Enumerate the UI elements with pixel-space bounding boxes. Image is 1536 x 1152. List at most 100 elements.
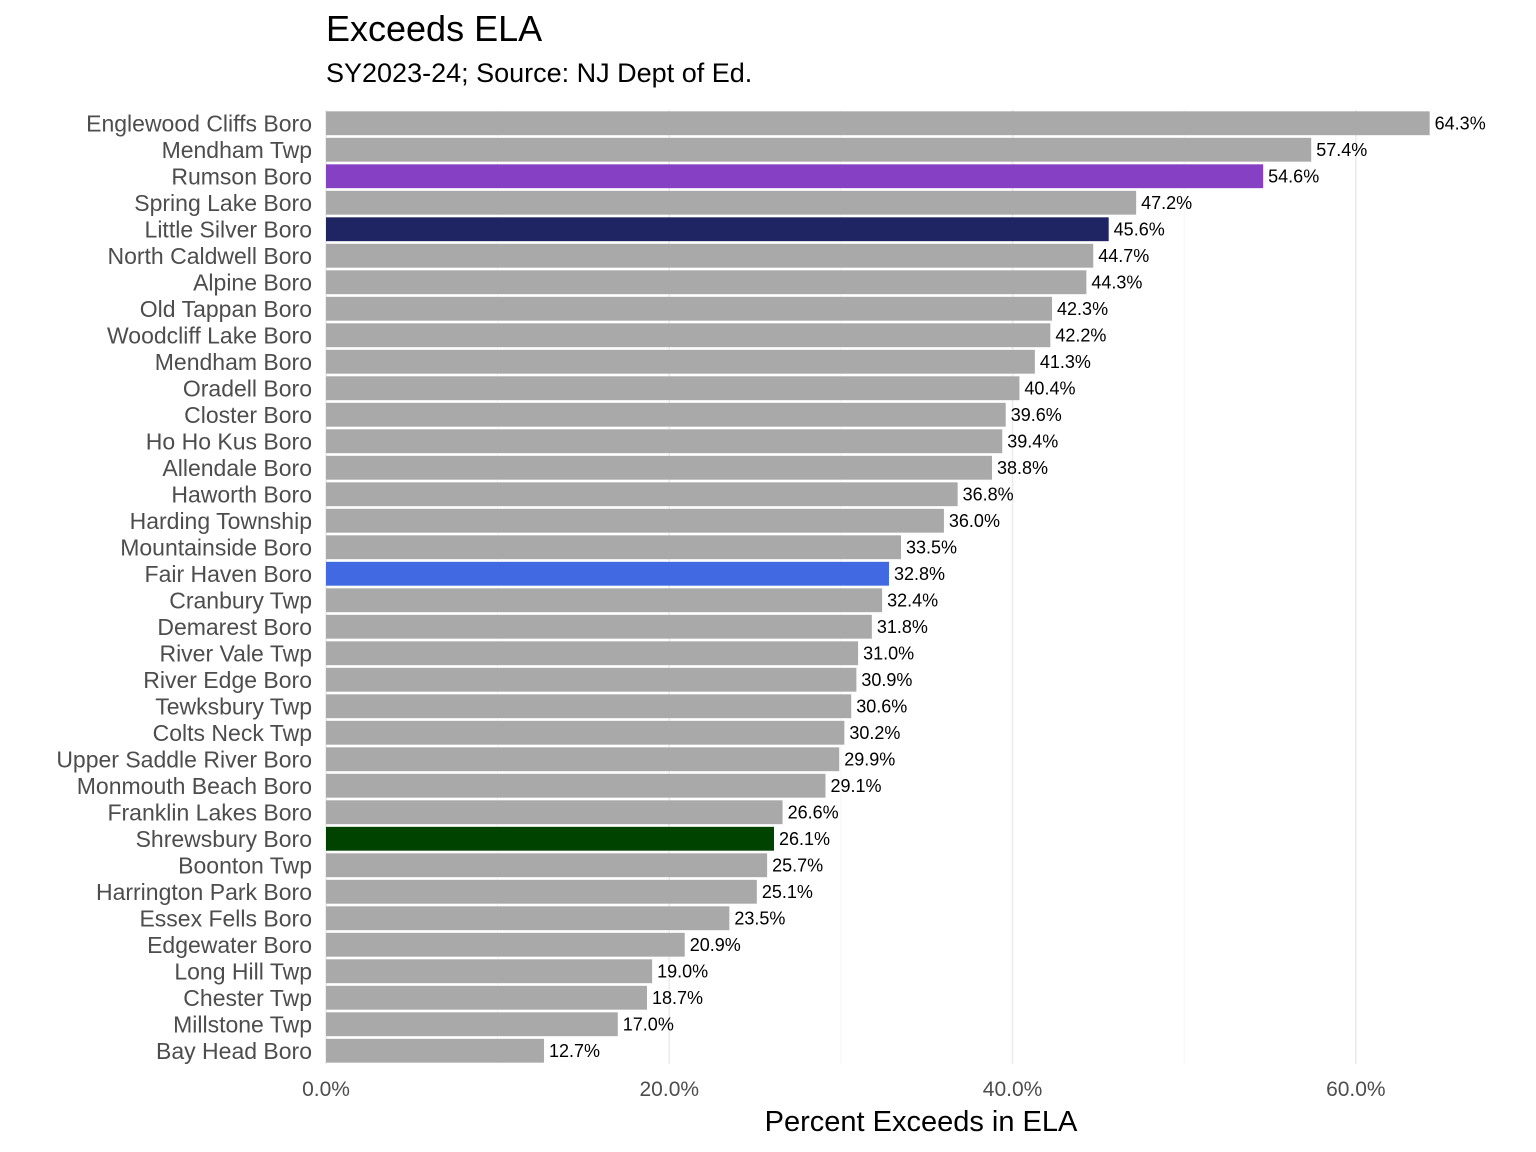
- value-label: 30.2%: [849, 723, 900, 743]
- value-label: 38.8%: [997, 458, 1048, 478]
- bar-ho-ho-kus-boro: [326, 429, 1003, 454]
- category-label: Harrington Park Boro: [96, 879, 312, 905]
- category-label: Little Silver Boro: [145, 216, 312, 242]
- category-label: Edgewater Boro: [147, 932, 312, 958]
- bar-harrington-park-boro: [326, 879, 757, 904]
- gridlines: [325, 110, 1357, 1064]
- category-label: Franklin Lakes Boro: [107, 799, 312, 825]
- category-label: Allendale Boro: [162, 455, 312, 481]
- bar-mountainside-boro: [326, 535, 901, 560]
- category-label: Boonton Twp: [178, 852, 312, 878]
- bar-bay-head-boro: [326, 1038, 544, 1063]
- value-label: 42.2%: [1055, 326, 1106, 346]
- category-label: Tewksbury Twp: [155, 693, 312, 719]
- category-label: Monmouth Beach Boro: [77, 773, 312, 799]
- value-label: 54.6%: [1268, 167, 1319, 187]
- x-tick-label: 0.0%: [302, 1078, 350, 1101]
- category-label: Cranbury Twp: [169, 587, 312, 613]
- chart-subtitle: SY2023-24; Source: NJ Dept of Ed.: [326, 58, 753, 88]
- value-label: 47.2%: [1141, 193, 1192, 213]
- bar-mendham-twp: [326, 137, 1312, 162]
- value-label: 64.3%: [1435, 114, 1486, 134]
- category-label: Chester Twp: [183, 985, 312, 1011]
- x-tick-label: 20.0%: [640, 1078, 700, 1101]
- bar-millstone-twp: [326, 1012, 618, 1037]
- bar-woodcliff-lake-boro: [326, 323, 1051, 348]
- category-label: Shrewsbury Boro: [136, 826, 312, 852]
- x-axis-title: Percent Exceeds in ELA: [765, 1106, 1078, 1138]
- value-label: 45.6%: [1114, 220, 1165, 240]
- category-label: Essex Fells Boro: [139, 905, 312, 931]
- value-label: 25.1%: [762, 882, 813, 902]
- value-label: 25.7%: [772, 856, 823, 876]
- value-label: 17.0%: [623, 1015, 674, 1035]
- bar-upper-saddle-river-boro: [326, 747, 840, 772]
- bar-allendale-boro: [326, 455, 992, 480]
- bar-colts-neck-twp: [326, 720, 845, 745]
- bar-englewood-cliffs-boro: [326, 111, 1430, 136]
- value-label: 31.0%: [863, 644, 914, 664]
- bar-alpine-boro: [326, 270, 1087, 295]
- bar-river-edge-boro: [326, 667, 857, 692]
- category-label: Woodcliff Lake Boro: [107, 322, 312, 348]
- bar-little-silver-boro: [326, 217, 1109, 242]
- value-label: 20.9%: [690, 935, 741, 955]
- x-tick-label: 40.0%: [983, 1078, 1043, 1101]
- category-label: Old Tappan Boro: [140, 296, 312, 322]
- bar-long-hill-twp: [326, 959, 653, 984]
- value-label: 19.0%: [657, 962, 708, 982]
- value-label: 39.6%: [1011, 405, 1062, 425]
- category-label: Demarest Boro: [157, 614, 312, 640]
- bar-cranbury-twp: [326, 588, 883, 613]
- category-label: Ho Ho Kus Boro: [146, 428, 312, 454]
- value-label: 57.4%: [1316, 140, 1367, 160]
- value-labels: 64.3% 57.4% 54.6% 47.2% 45.6% 44.7% 44.3% 42.3%…: [549, 114, 1486, 1062]
- bar-monmouth-beach-boro: [326, 773, 826, 798]
- category-label: Englewood Cliffs Boro: [86, 110, 312, 136]
- x-axis-ticks: 0.0% 20.0% 40.0% 60.0%: [302, 1078, 1386, 1101]
- category-label: North Caldwell Boro: [107, 243, 312, 269]
- value-label: 44.3%: [1091, 273, 1142, 293]
- value-label: 31.8%: [877, 617, 928, 637]
- bar-tewksbury-twp: [326, 694, 852, 719]
- value-label: 41.3%: [1040, 352, 1091, 372]
- bar-harding-township: [326, 508, 944, 533]
- category-label: Millstone Twp: [173, 1011, 312, 1037]
- bar-river-vale-twp: [326, 641, 859, 666]
- bar-spring-lake-boro: [326, 190, 1137, 215]
- category-label: Closter Boro: [184, 402, 312, 428]
- chart-title: Exceeds ELA: [326, 8, 543, 49]
- bar-fair-haven-boro: [326, 561, 889, 586]
- bar-franklin-lakes-boro: [326, 800, 783, 825]
- value-label: 42.3%: [1057, 299, 1108, 319]
- bar-edgewater-boro: [326, 932, 685, 957]
- value-label: 40.4%: [1024, 379, 1075, 399]
- value-label: 18.7%: [652, 988, 703, 1008]
- value-label: 26.6%: [788, 803, 839, 823]
- value-label: 23.5%: [734, 909, 785, 929]
- value-label: 12.7%: [549, 1041, 600, 1061]
- category-label: Haworth Boro: [171, 481, 312, 507]
- category-label: Bay Head Boro: [156, 1038, 312, 1064]
- category-label: Colts Neck Twp: [153, 720, 312, 746]
- value-label: 44.7%: [1098, 246, 1149, 266]
- category-label: River Vale Twp: [159, 640, 312, 666]
- bar-old-tappan-boro: [326, 296, 1053, 321]
- value-label: 29.1%: [830, 776, 881, 796]
- value-label: 30.9%: [861, 670, 912, 690]
- category-label: Long Hill Twp: [174, 958, 312, 984]
- category-label: Mendham Boro: [155, 349, 312, 375]
- value-label: 36.0%: [949, 511, 1000, 531]
- bar-essex-fells-boro: [326, 906, 730, 931]
- category-label: Fair Haven Boro: [145, 561, 312, 587]
- category-label: Alpine Boro: [193, 269, 312, 295]
- bar-chester-twp: [326, 985, 647, 1010]
- category-label: Harding Township: [130, 508, 312, 534]
- value-label: 29.9%: [844, 750, 895, 770]
- x-tick-label: 60.0%: [1326, 1078, 1386, 1101]
- bars: [326, 111, 1430, 1063]
- category-label: River Edge Boro: [143, 667, 312, 693]
- value-label: 26.1%: [779, 829, 830, 849]
- bar-boonton-twp: [326, 853, 768, 878]
